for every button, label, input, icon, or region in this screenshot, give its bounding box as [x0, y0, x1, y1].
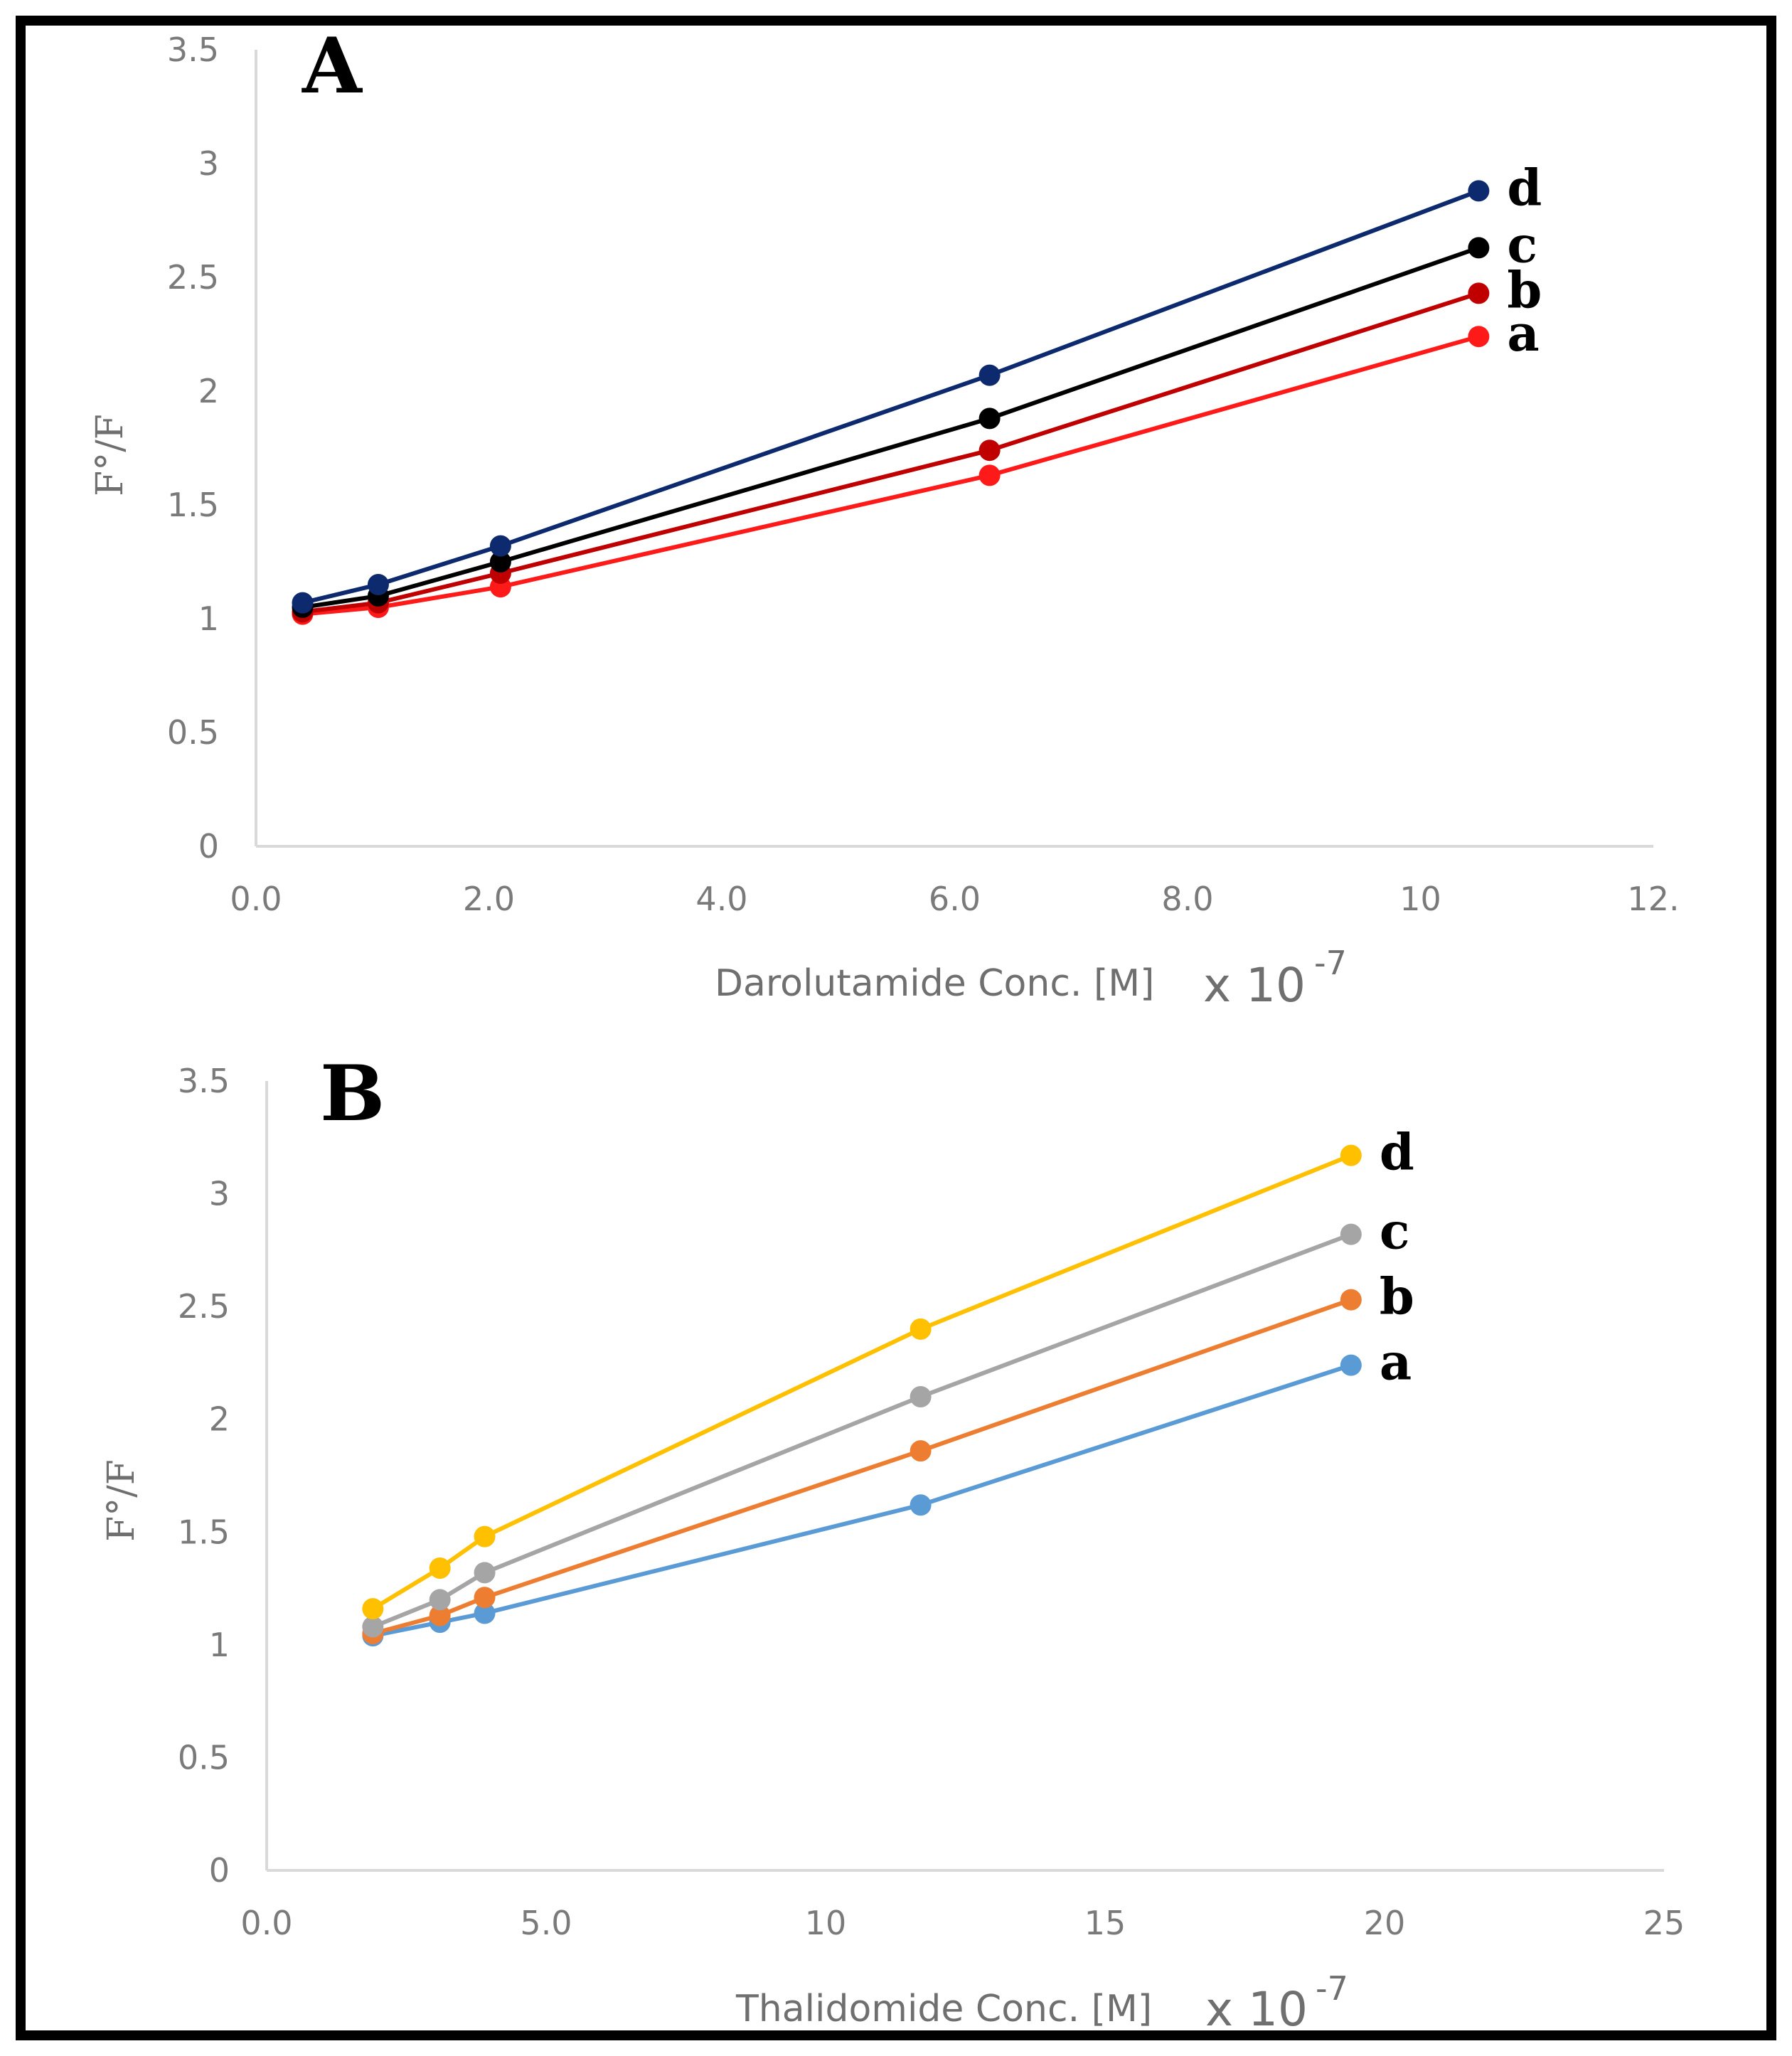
chart-a-panel-label: A	[302, 21, 363, 111]
chart-a-series-d-point	[489, 535, 511, 557]
chart-b-y-tick-label: 3	[209, 1175, 230, 1213]
chart-b-series-a-point	[474, 1602, 496, 1624]
chart-b-series-b-point	[429, 1604, 451, 1626]
chart-b-x-tick-label: 0.0	[240, 1904, 292, 1942]
chart-a-y-tick-label: 3.5	[167, 31, 219, 69]
chart-b-series-d-line	[371, 1153, 1352, 1611]
chart-a-x-tick-label: 2.0	[463, 880, 515, 918]
chart-a-y-tick-label: 1.5	[167, 486, 219, 524]
chart-a-series-d-point	[978, 364, 1001, 386]
chart-a-series-c-point	[978, 408, 1001, 430]
chart-b-y-tick-label: 1	[209, 1626, 230, 1664]
chart-a-series-b-point	[978, 440, 1001, 462]
chart-a-series-b-point	[1468, 282, 1490, 304]
chart-a-y-tick-label: 2	[198, 372, 219, 410]
chart-b-series-d-point	[1340, 1144, 1362, 1166]
chart-b-series-d: d	[362, 1123, 1414, 1620]
chart-a-x-tick-label: 12.	[1627, 880, 1679, 918]
chart-a-series-c: c	[292, 215, 1537, 618]
chart-a-x-multiplier: x 10	[1203, 958, 1306, 1013]
chart-b-series-b: b	[362, 1267, 1414, 1644]
chart-b-series-d-point	[474, 1525, 496, 1548]
chart-a-series-a-point	[1468, 326, 1490, 348]
chart-a-y-tick-label: 0.5	[167, 713, 219, 752]
chart-a-y-tick-label: 2.5	[167, 258, 219, 297]
chart-b-series-a-label: a	[1380, 1333, 1412, 1392]
chart-b-x-tick-label: 25	[1643, 1904, 1685, 1942]
chart-a: 0 0.5 1 1.5 2 2.5 3 3.5 0.0 2.0 4.0 6.0 8.0 10 12. ab…	[89, 21, 1680, 1013]
chart-b-series-c-line	[372, 1232, 1352, 1629]
chart-b-series-a-line	[372, 1363, 1352, 1639]
chart-a-series-d-line	[302, 188, 1480, 605]
chart-a-x-tick-label: 4.0	[695, 880, 747, 918]
chart-b-panel-label: B	[320, 1049, 385, 1139]
chart-b-y-tick-label: 0.5	[178, 1738, 230, 1777]
chart-b-y-tick-label: 2	[209, 1400, 230, 1439]
chart-b-series-c: c	[362, 1202, 1409, 1638]
chart-b-x-tick-label: 15	[1084, 1904, 1126, 1942]
chart-b-series-d-point	[429, 1557, 451, 1580]
chart-a-series-b-line	[302, 291, 1480, 614]
chart-b-y-tick-label: 2.5	[178, 1287, 230, 1326]
chart-a-series-d-point	[367, 574, 389, 595]
chart-a-series-c-label: c	[1507, 215, 1537, 274]
chart-b-x-tick-label: 5.0	[520, 1904, 572, 1942]
chart-a-y-ticks: 0 0.5 1 1.5 2 2.5 3 3.5	[167, 31, 219, 865]
chart-a-series-d: d	[292, 158, 1542, 614]
chart-a-y-tick-label: 3	[198, 144, 219, 183]
chart-b-series-c-point	[1340, 1223, 1362, 1245]
chart-b-x-ticks: 0.0 5.0 10 15 20 25	[240, 1904, 1685, 1942]
chart-b-series-c-label: c	[1380, 1202, 1410, 1261]
chart-a-series-d-label: d	[1507, 158, 1542, 217]
chart-b-series-c-point	[474, 1562, 496, 1584]
chart-b-series-a-point	[1340, 1354, 1362, 1376]
chart-b-series-a-point	[910, 1494, 932, 1516]
chart-b-y-tick-label: 1.5	[178, 1513, 230, 1551]
chart-a-y-tick-label: 1	[198, 600, 219, 638]
chart-b-series-d-label: d	[1380, 1123, 1414, 1182]
chart-b-series-c-point	[362, 1616, 384, 1638]
chart-b-x-multiplier: x 10	[1205, 1982, 1308, 2037]
chart-a-series-a-label: a	[1507, 304, 1539, 363]
chart-a-series-c-point	[1468, 237, 1490, 259]
chart-a-x-label: Darolutamide Conc. [M]	[715, 962, 1154, 1005]
chart-b-series-a: a	[362, 1333, 1412, 1647]
chart-a-y-label: F°/F	[89, 414, 132, 496]
chart-a-x-tick-label: 10	[1399, 880, 1441, 918]
chart-a-series-a-point	[978, 464, 1001, 486]
chart-a-series-d-point	[1468, 180, 1490, 202]
chart-b-x-tick-label: 20	[1364, 1904, 1406, 1942]
chart-a-x-tick-label: 8.0	[1161, 880, 1213, 918]
chart-b-x-tick-label: 10	[805, 1904, 847, 1942]
chart-b-series-b-line	[372, 1297, 1352, 1636]
chart-a-x-tick-label: 0.0	[230, 880, 282, 918]
chart-a-x-ticks: 0.0 2.0 4.0 6.0 8.0 10 12.	[230, 880, 1679, 918]
chart-b-series-d-point	[910, 1318, 932, 1340]
chart-b-x-label: Thalidomide Conc. [M]	[735, 1988, 1152, 2030]
chart-b-series-b-label: b	[1380, 1267, 1414, 1326]
chart-b-y-ticks: 0 0.5 1 1.5 2 2.5 3 3.5	[178, 1062, 230, 1890]
chart-b-series-b-point	[1340, 1289, 1362, 1311]
chart-b-series-b-point	[910, 1440, 932, 1462]
chart-b-series-c-point	[429, 1589, 451, 1611]
chart-b-series-b-point	[474, 1587, 496, 1609]
chart-a-series-b-label: b	[1507, 260, 1542, 319]
chart-a-x-tick-label: 6.0	[929, 880, 981, 918]
chart-b-series-d-point	[362, 1598, 384, 1620]
figure-border	[16, 16, 1776, 2040]
chart-a-y-tick-label: 0	[198, 827, 219, 865]
chart-a-x-exponent: -7	[1314, 944, 1347, 982]
chart-b-y-tick-label: 0	[209, 1851, 230, 1890]
chart-b-y-label: F°/F	[100, 1459, 143, 1542]
chart-b-series-c-point	[910, 1386, 932, 1407]
chart-a-series-c-point	[489, 551, 511, 572]
chart-a-series-d-point	[292, 592, 314, 614]
chart-b-y-tick-label: 3.5	[178, 1062, 230, 1100]
chart-b-x-exponent: -7	[1316, 1969, 1348, 2008]
